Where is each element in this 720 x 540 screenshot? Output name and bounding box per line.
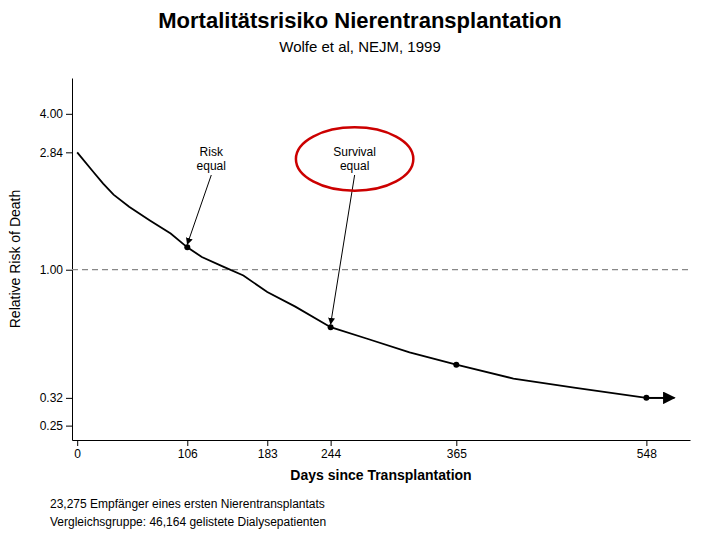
x-tick-label: 183	[258, 447, 278, 461]
y-tick-label: 0.25	[40, 419, 64, 433]
x-tick: 183	[258, 440, 278, 461]
y-tick: 4.00	[40, 107, 72, 121]
data-area	[72, 152, 690, 401]
footnote: 23,275 Empfänger eines ersten Nierentran…	[50, 497, 325, 511]
marker	[184, 244, 190, 250]
y-axis-line	[72, 79, 73, 441]
x-tick-mark	[456, 440, 457, 446]
y-tick: 2.84	[40, 146, 72, 160]
x-tick-mark	[331, 440, 332, 446]
x-tick-label: 365	[447, 447, 467, 461]
y-tick: 0.25	[40, 419, 72, 433]
y-tick: 1.00	[40, 263, 72, 277]
y-axis-title: Relative Risk of Death	[7, 190, 23, 329]
y-tick-label: 4.00	[40, 107, 64, 121]
y-tick-label: 2.84	[40, 146, 64, 160]
y-tick-label: 0.32	[40, 391, 64, 405]
x-axis-title: Days since Transplantation	[290, 467, 471, 483]
x-tick-mark	[646, 440, 647, 446]
y-tick-mark	[66, 114, 72, 115]
title: Mortalitätsrisiko Nierentransplantation	[158, 8, 561, 33]
x-axis-line	[73, 440, 691, 441]
chart: Mortalitätsrisiko Nierentransplantation W…	[0, 0, 720, 540]
marker	[453, 362, 459, 368]
y-tick-mark	[66, 270, 72, 271]
x-tick-label: 244	[321, 447, 341, 461]
x-tick: 106	[178, 440, 198, 461]
x-tick: 244	[321, 440, 341, 461]
subtitle: Wolfe et al, NEJM, 1999	[279, 38, 440, 55]
reference-line	[72, 269, 690, 270]
annotation: Riskequal	[197, 145, 226, 173]
y-tick: 0.32	[40, 391, 72, 405]
x-tick-mark	[77, 440, 78, 446]
plot: 0 106 183 244 365 548 0.25 0.32 1.00 2.84 4.00 Days…	[7, 79, 691, 484]
y-tick-mark	[66, 152, 72, 153]
marker	[328, 324, 334, 330]
footnote: Vergleichsgruppe: 46,164 gelistete Dialy…	[50, 515, 326, 529]
annotations: Riskequal Survivalequal	[187, 127, 413, 324]
x-tick-mark	[187, 440, 188, 446]
x-tick-label: 106	[178, 447, 198, 461]
highlight-ellipse	[296, 127, 413, 190]
x-tick-label: 0	[74, 447, 81, 461]
x-tick-mark	[267, 440, 268, 446]
x-tick-label: 548	[637, 447, 657, 461]
end-arrow	[646, 397, 674, 399]
annotation-arrow	[331, 175, 355, 324]
x-axis: 0 106 183 244 365 548	[73, 440, 691, 461]
y-tick-mark	[66, 426, 72, 427]
annotation: Survivalequal	[333, 145, 376, 173]
x-tick: 365	[447, 440, 467, 461]
y-tick-mark	[66, 398, 72, 399]
x-tick: 548	[637, 440, 657, 461]
annotation-arrow	[187, 175, 211, 244]
y-tick-label: 1.00	[40, 263, 64, 277]
y-axis: 0.25 0.32 1.00 2.84 4.00	[40, 79, 73, 441]
x-tick: 0	[74, 440, 81, 461]
